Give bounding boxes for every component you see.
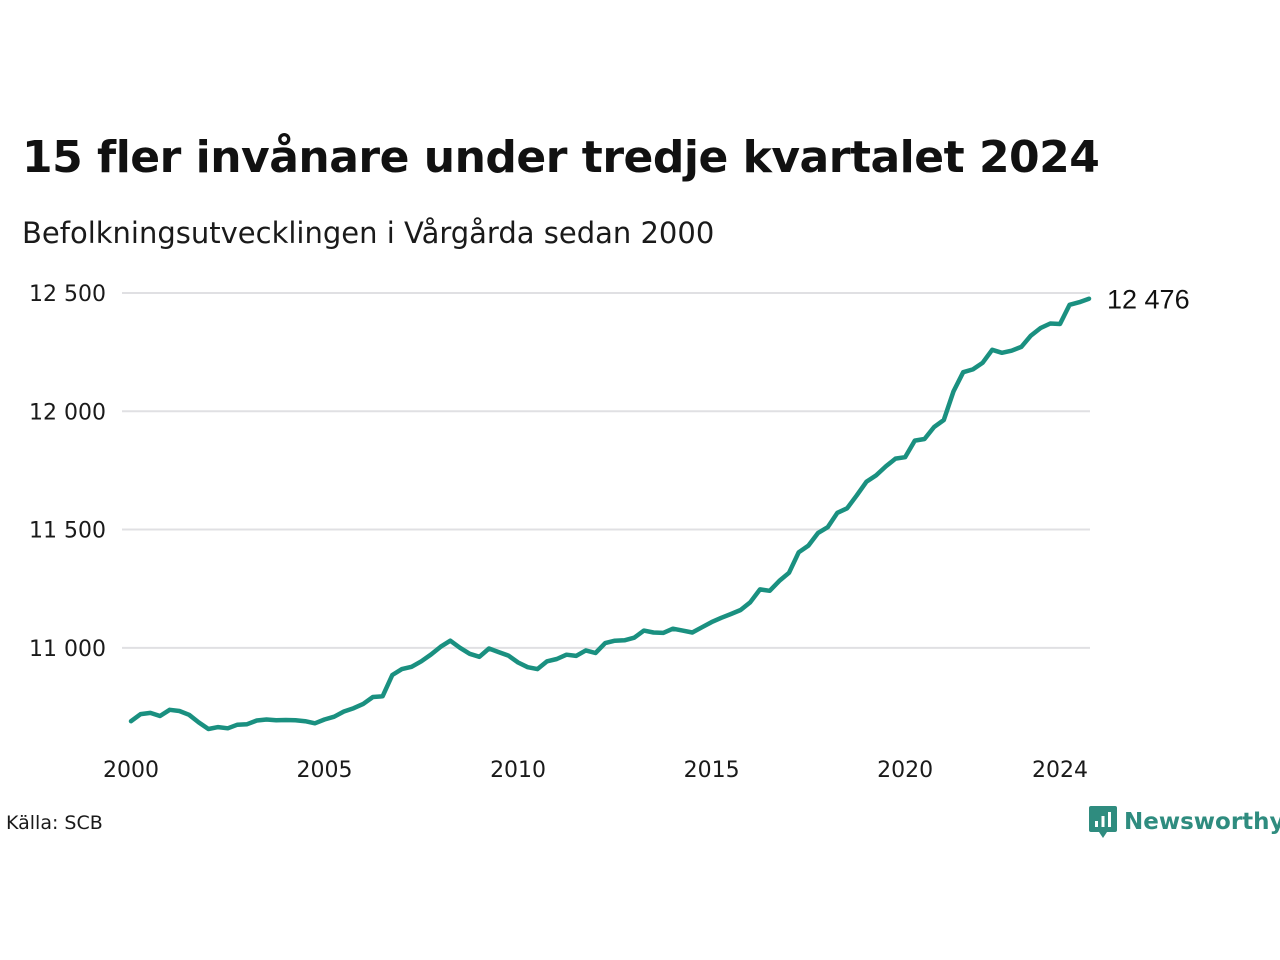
source-note: Källa: SCB (6, 812, 103, 834)
x-tick-label: 2020 (877, 758, 933, 783)
x-tick-label: 2024 (1032, 758, 1088, 783)
newsworthy-logo-icon (1089, 806, 1117, 838)
population-line (128, 296, 1092, 732)
x-axis-ticks: 2000 2005 2010 2015 2020 2024 (103, 758, 1088, 783)
y-tick-label: 11 500 (29, 519, 106, 544)
y-tick-label: 11 000 (29, 637, 106, 662)
brand-logo: Newsworthy (1088, 804, 1280, 840)
x-tick-label: 2010 (490, 758, 546, 783)
y-tick-label: 12 000 (29, 400, 106, 425)
brand-name: Newsworthy (1124, 809, 1280, 835)
chart-title: 15 fler invånare under tredje kvartalet … (22, 132, 1100, 183)
y-tick-label: 12 500 (29, 282, 106, 307)
x-tick-label: 2000 (103, 758, 159, 783)
grid-lines (122, 292, 1090, 649)
y-axis-ticks: 11 000 11 500 12 000 12 500 (29, 282, 106, 662)
x-tick-label: 2005 (297, 758, 353, 783)
chart-subtitle: Befolkningsutvecklingen i Vårgårda sedan… (22, 216, 715, 250)
x-tick-label: 2015 (684, 758, 740, 783)
end-value-label: 12 476 (1107, 285, 1190, 315)
